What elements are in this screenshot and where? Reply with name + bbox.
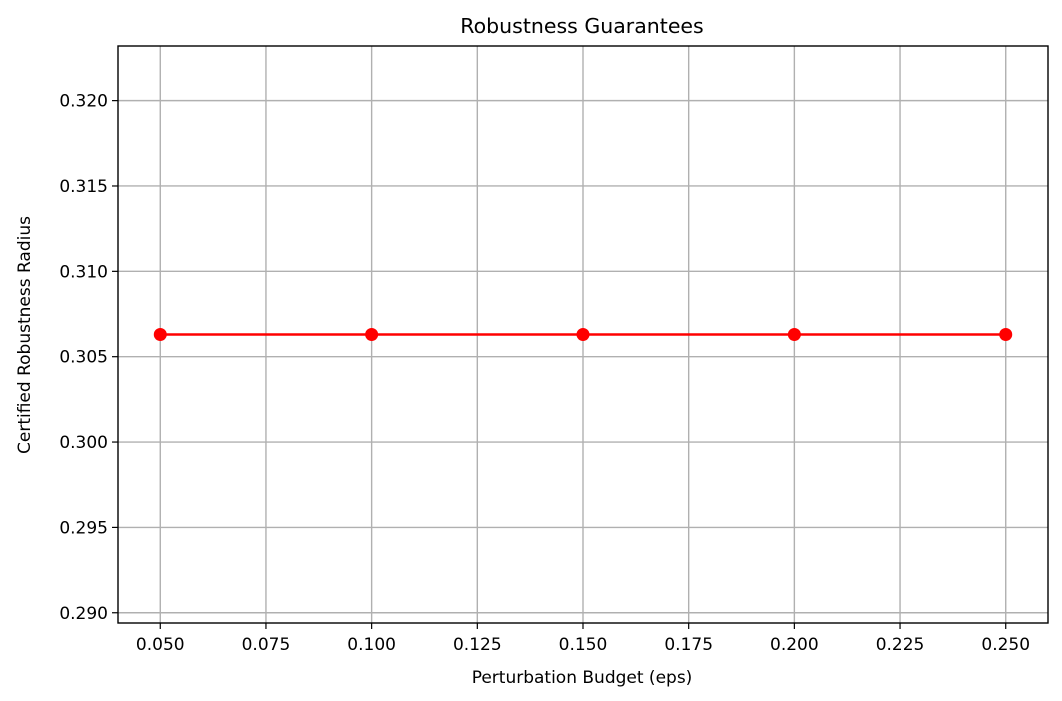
data-point [787,328,801,341]
x-tick-label: 0.100 [347,635,396,655]
x-tick-label: 0.075 [242,635,291,655]
y-axis-label: Certified Robustness Radius [15,216,35,454]
x-tick-label: 0.175 [664,635,713,655]
y-tick-label: 0.300 [59,433,108,453]
y-tick-label: 0.295 [59,518,108,538]
y-tick-label: 0.305 [59,348,108,368]
plot-frame [117,45,1049,624]
data-point [576,328,590,341]
x-tick-label: 0.150 [559,635,608,655]
series-layer [153,328,1013,341]
y-tick-label: 0.320 [59,92,108,112]
x-tick-label: 0.200 [770,635,819,655]
x-tick-label: 0.225 [876,635,925,655]
x-tick-label: 0.250 [981,635,1030,655]
y-tick-label: 0.310 [59,262,108,282]
y-tick-label: 0.290 [59,604,108,624]
y-tick-label: 0.315 [59,177,108,197]
x-axis-ticks: 0.050 0.075 0.100 0.125 0.150 0.175 0.200 0.225… [136,623,1030,655]
data-point [999,328,1013,341]
data-point [153,328,167,341]
chart-title: Robustness Guarantees [460,14,703,38]
x-tick-label: 0.050 [136,635,185,655]
x-axis-label: Perturbation Budget (eps) [472,668,693,688]
data-point [365,328,379,341]
y-axis-ticks: 0.290 0.295 0.300 0.305 0.310 0.315 0.320 [59,92,118,624]
x-tick-label: 0.125 [453,635,502,655]
